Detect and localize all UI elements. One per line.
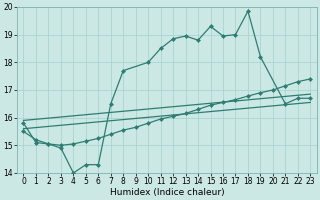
X-axis label: Humidex (Indice chaleur): Humidex (Indice chaleur) (109, 188, 224, 197)
